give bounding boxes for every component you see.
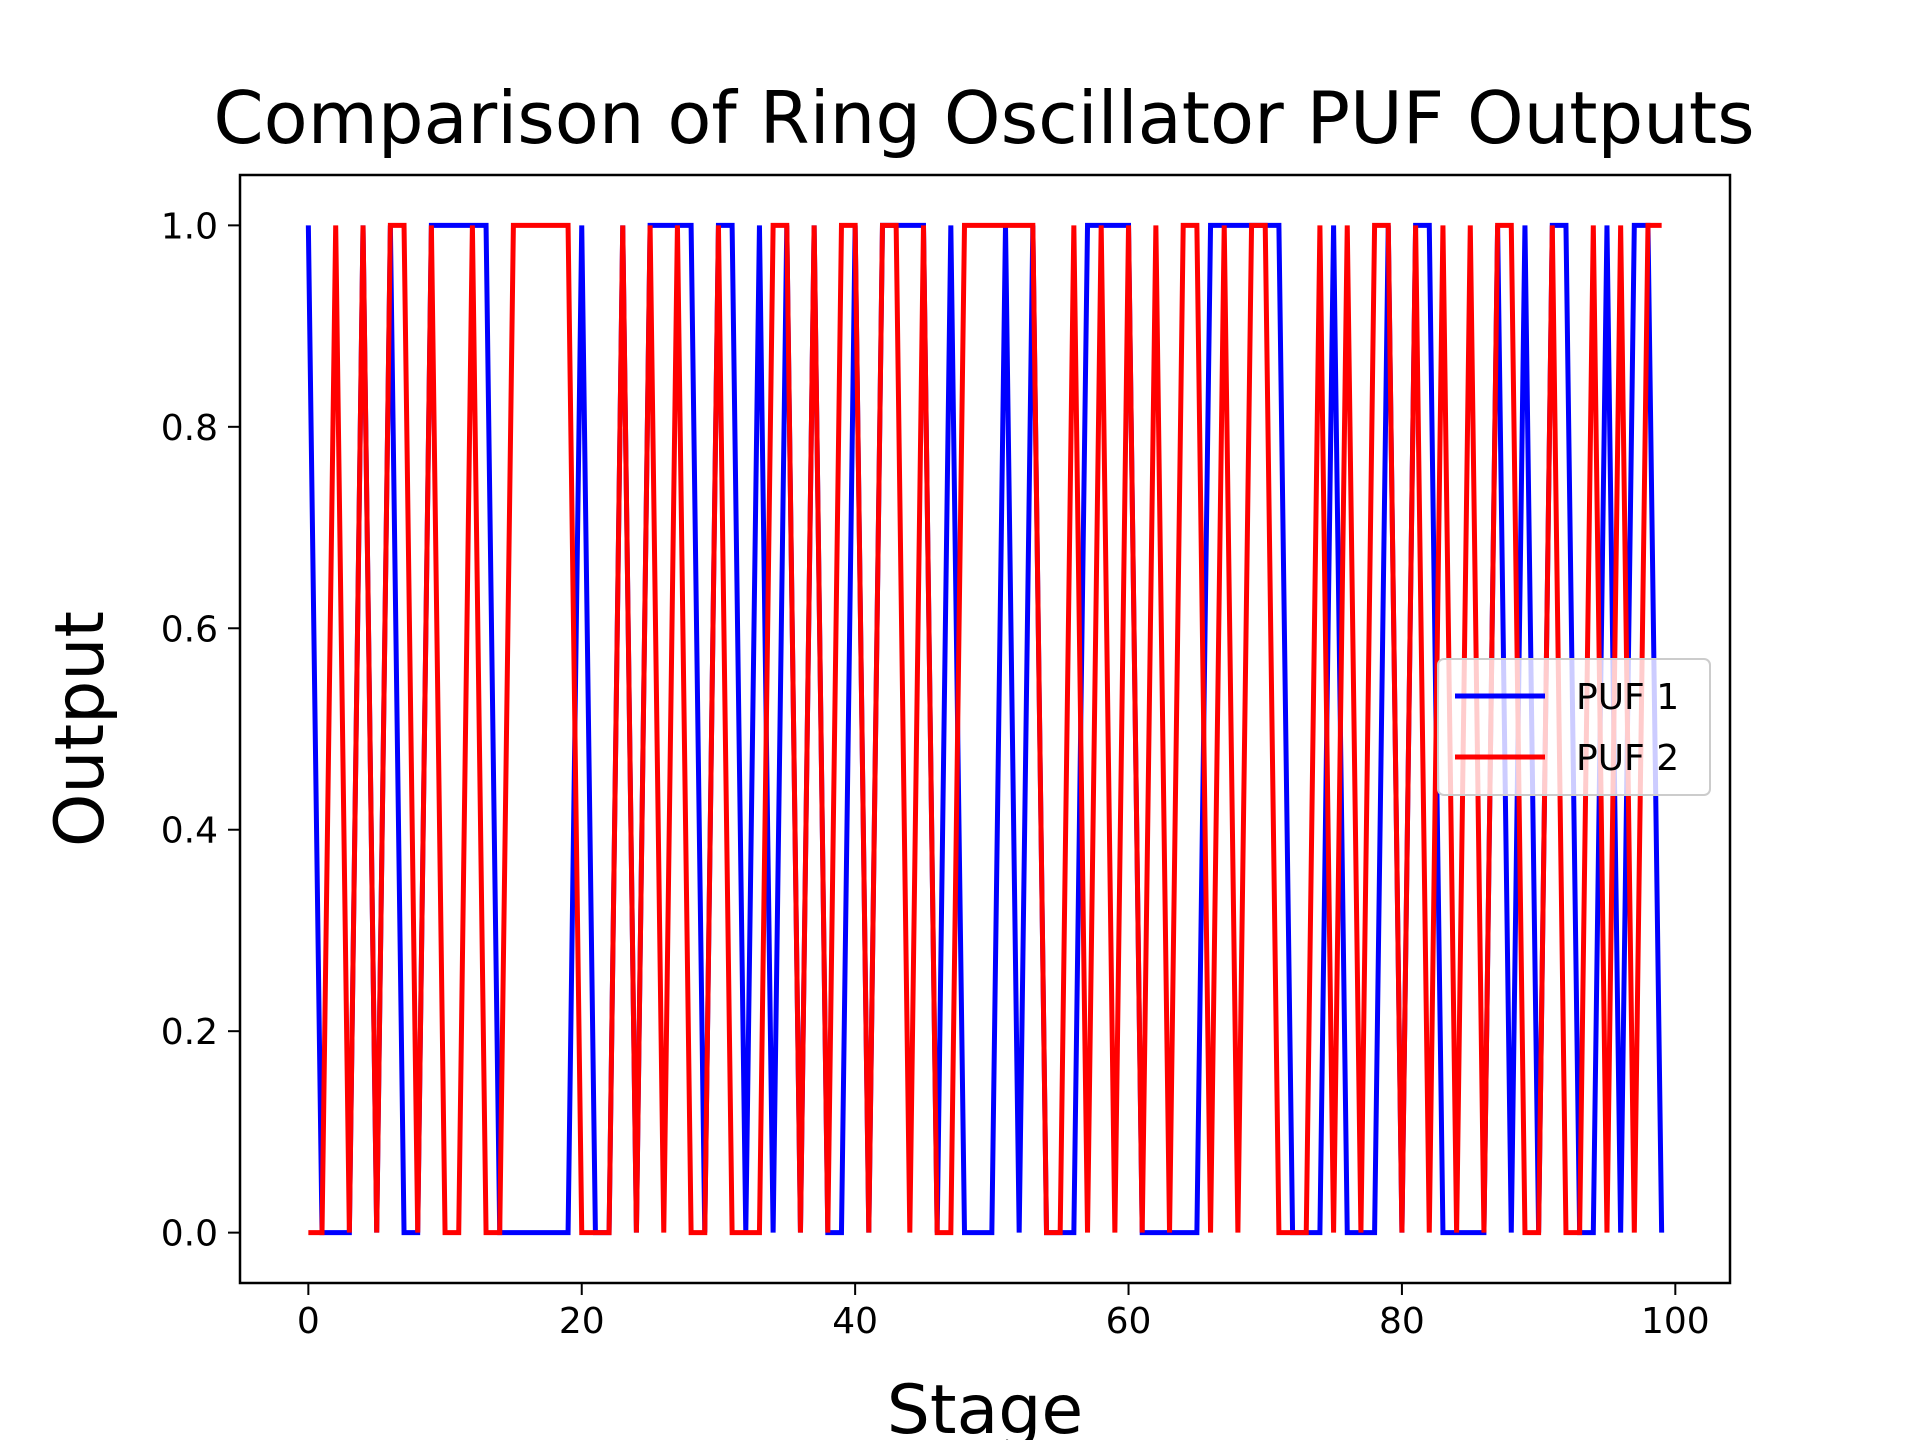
y-tick-label: 0.4 xyxy=(161,811,218,852)
x-axis-label: Stage xyxy=(887,1371,1084,1440)
y-axis: 0.0 0.2 0.4 0.6 0.8 1.0 xyxy=(161,206,240,1255)
y-axis-label: Output xyxy=(41,611,120,847)
y-tick-label: 1.0 xyxy=(161,206,218,247)
x-tick-label: 0 xyxy=(297,1301,320,1342)
legend: PUF 1 PUF 2 xyxy=(1437,658,1711,796)
series-line-puf-2 xyxy=(308,222,1662,1236)
legend-frame xyxy=(1437,658,1711,796)
series-layer xyxy=(305,222,1665,1236)
y-tick-label: 0.8 xyxy=(161,408,218,449)
y-tick-label: 0.0 xyxy=(161,1214,218,1255)
x-tick-label: 80 xyxy=(1379,1301,1425,1342)
plot-frame xyxy=(238,173,1732,1285)
y-tick-label: 0.2 xyxy=(161,1012,218,1053)
legend-label-puf-2: PUF 2 xyxy=(1576,738,1679,779)
legend-label-puf-1: PUF 1 xyxy=(1576,677,1679,718)
x-tick-label: 60 xyxy=(1106,1301,1152,1342)
x-tick-label: 20 xyxy=(559,1301,605,1342)
x-tick-label: 40 xyxy=(832,1301,878,1342)
y-tick-label: 0.6 xyxy=(161,609,218,650)
x-axis: 0 20 40 60 80 100 xyxy=(297,1283,1710,1342)
chart-title: Comparison of Ring Oscillator PUF Output… xyxy=(213,76,1754,160)
x-tick-label: 100 xyxy=(1641,1301,1710,1342)
